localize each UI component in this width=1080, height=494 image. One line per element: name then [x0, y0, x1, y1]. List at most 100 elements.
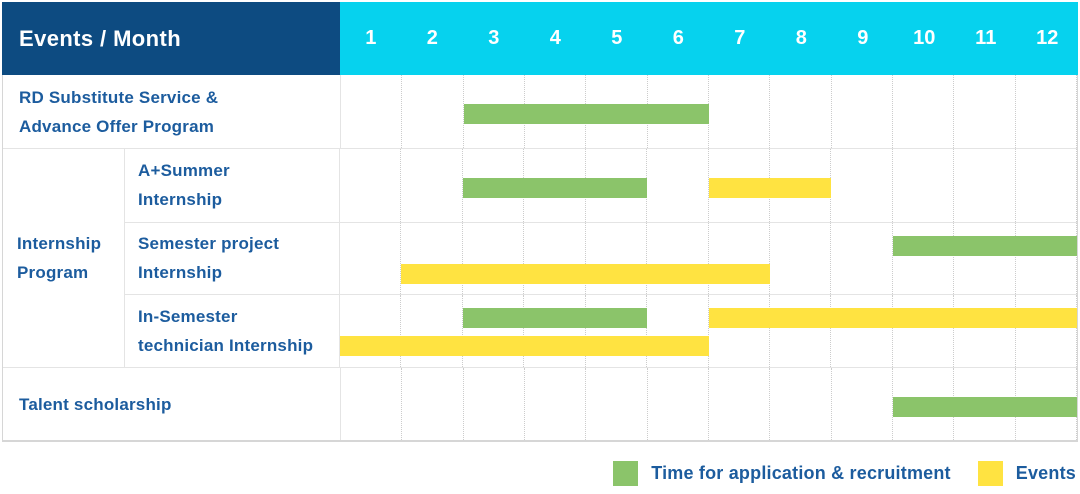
grid-cell-month-7 — [709, 75, 771, 148]
table-row: In-Semester technician Internship — [125, 294, 1078, 367]
grid-cell-month-10 — [893, 222, 955, 295]
row-label-semester-project: Semester project Internship — [125, 223, 339, 295]
month-label-8: 8 — [795, 27, 807, 49]
grid-cell-month-11 — [954, 295, 1016, 367]
row-label-line: Internship — [138, 263, 223, 283]
green-gantt-bar — [892, 235, 1077, 256]
table-body: RD Substitute Service & Advance Offer Pr… — [2, 75, 1078, 442]
row-label-line: Talent scholarship — [19, 394, 172, 414]
legend-swatch-application-recruitment — [613, 460, 639, 486]
month-label-7: 7 — [734, 27, 746, 49]
grid-cell-month-5 — [586, 295, 648, 367]
yellow-gantt-bar — [708, 308, 1077, 329]
grid-cell-month-10 — [893, 295, 955, 367]
events-month-header-cell: Events / Month — [2, 2, 340, 75]
chart-cell-in-semester-technician — [339, 295, 1078, 367]
month-label-10: 10 — [913, 27, 936, 49]
grid-cell-month-8 — [770, 75, 832, 148]
grid-cell-month-6 — [648, 368, 709, 440]
grid-cell-month-8 — [770, 368, 832, 440]
grid-cell-month-12 — [1016, 222, 1078, 295]
green-gantt-bar — [463, 104, 709, 124]
grid-cell-month-8 — [770, 295, 832, 367]
grid-cell-month-10 — [893, 75, 955, 148]
table-header-row: Events / Month 1 2 3 4 5 6 7 8 9 10 11 12 — [2, 2, 1078, 75]
grid-cell-month-12 — [1016, 75, 1077, 148]
grid-cell-month-10 — [893, 149, 955, 222]
grid-cell-month-3 — [463, 295, 525, 367]
group-subrows: A+Summer Internship Semester project Int… — [125, 149, 1078, 367]
yellow-gantt-bar — [708, 178, 832, 198]
grid-cell-month-4 — [524, 295, 586, 367]
group-label-line: Program — [17, 263, 89, 282]
chart-cell-talent-scholarship — [340, 368, 1077, 440]
grid-cell-month-1 — [341, 75, 403, 148]
grid-cell-month-9 — [831, 222, 893, 295]
chart-cell-rd-substitute — [340, 75, 1077, 148]
month-label-12: 12 — [1036, 27, 1059, 49]
grid-cell-month-1 — [341, 368, 403, 440]
table-row-group-internship-program: Internship Program A+Summer Internship S… — [3, 148, 1078, 367]
row-label-line: RD Substitute Service & — [19, 87, 219, 107]
grid-cell-month-3 — [464, 368, 525, 440]
row-label-line: Internship — [138, 190, 223, 210]
group-label-line: Internship — [17, 234, 102, 253]
grid-cell-month-11 — [954, 222, 1016, 295]
row-label-line: A+Summer — [138, 161, 230, 181]
grid-cell-month-11 — [954, 75, 1016, 148]
grid-cell-month-1 — [340, 222, 402, 295]
row-label-talent-scholarship: Talent scholarship — [3, 368, 340, 440]
row-label-line: technician Internship — [138, 336, 314, 356]
row-label-line: In-Semester — [138, 307, 238, 327]
grid-cell-month-12 — [1016, 295, 1078, 367]
grid-cell-month-6 — [647, 295, 709, 367]
grid-cell-month-7 — [709, 222, 770, 295]
table-row: Semester project Internship — [125, 221, 1078, 295]
grid-cell-month-9 — [831, 149, 893, 222]
grid-cell-month-9 — [832, 368, 893, 440]
group-label-internship-program: Internship Program — [3, 149, 125, 367]
row-label-rd-substitute: RD Substitute Service & Advance Offer Pr… — [3, 75, 340, 148]
gantt-table: Events / Month 1 2 3 4 5 6 7 8 9 10 11 12 RD Substi… — [2, 2, 1078, 442]
grid-cell-month-2 — [401, 149, 463, 222]
row-label-line: Semester project — [138, 234, 280, 254]
row-label-in-semester-technician: In-Semester technician Internship — [125, 295, 339, 367]
grid-cell-month-5 — [586, 368, 648, 440]
green-gantt-bar — [893, 397, 1077, 417]
grid-cell-month-9 — [831, 295, 893, 367]
page-title: Events / Month — [19, 25, 182, 51]
month-label-2: 2 — [426, 27, 438, 49]
grid-cell-month-2 — [402, 368, 464, 440]
yellow-gantt-bar — [401, 263, 770, 284]
month-label-1: 1 — [365, 27, 377, 49]
grid-cell-month-4 — [524, 222, 586, 295]
grid-cell-month-3 — [463, 222, 525, 295]
month-label-9: 9 — [857, 27, 869, 49]
grid-cell-month-7 — [709, 368, 771, 440]
grid-cell-month-9 — [832, 75, 893, 148]
chart-cell-a-plus-summer — [339, 149, 1078, 222]
yellow-gantt-bar — [340, 336, 709, 357]
grid-cell-month-1 — [340, 149, 402, 222]
green-gantt-bar — [462, 308, 648, 329]
grid-cell-month-11 — [954, 149, 1016, 222]
legend-swatch-events — [977, 460, 1003, 486]
chart-cell-semester-project — [339, 222, 1078, 295]
row-label-line: Advance Offer Program — [19, 116, 215, 136]
month-label-11: 11 — [975, 27, 997, 49]
grid-cell-month-4 — [525, 368, 587, 440]
table-row: A+Summer Internship — [125, 149, 1078, 222]
grid-cell-month-7 — [709, 295, 770, 367]
grid-cell-month-2 — [401, 295, 463, 367]
grid-cell-month-6 — [647, 222, 709, 295]
month-header: 1 2 3 4 5 6 7 8 9 10 11 12 — [340, 2, 1078, 75]
month-label-6: 6 — [672, 27, 684, 49]
table-row: Talent scholarship — [3, 367, 1077, 440]
grid-cell-month-2 — [402, 75, 464, 148]
month-label-3: 3 — [488, 27, 500, 49]
grid-cell-month-5 — [586, 222, 648, 295]
table-row: RD Substitute Service & Advance Offer Pr… — [3, 75, 1077, 148]
grid-cell-month-1 — [340, 295, 402, 367]
row-label-a-plus-summer: A+Summer Internship — [125, 149, 339, 222]
